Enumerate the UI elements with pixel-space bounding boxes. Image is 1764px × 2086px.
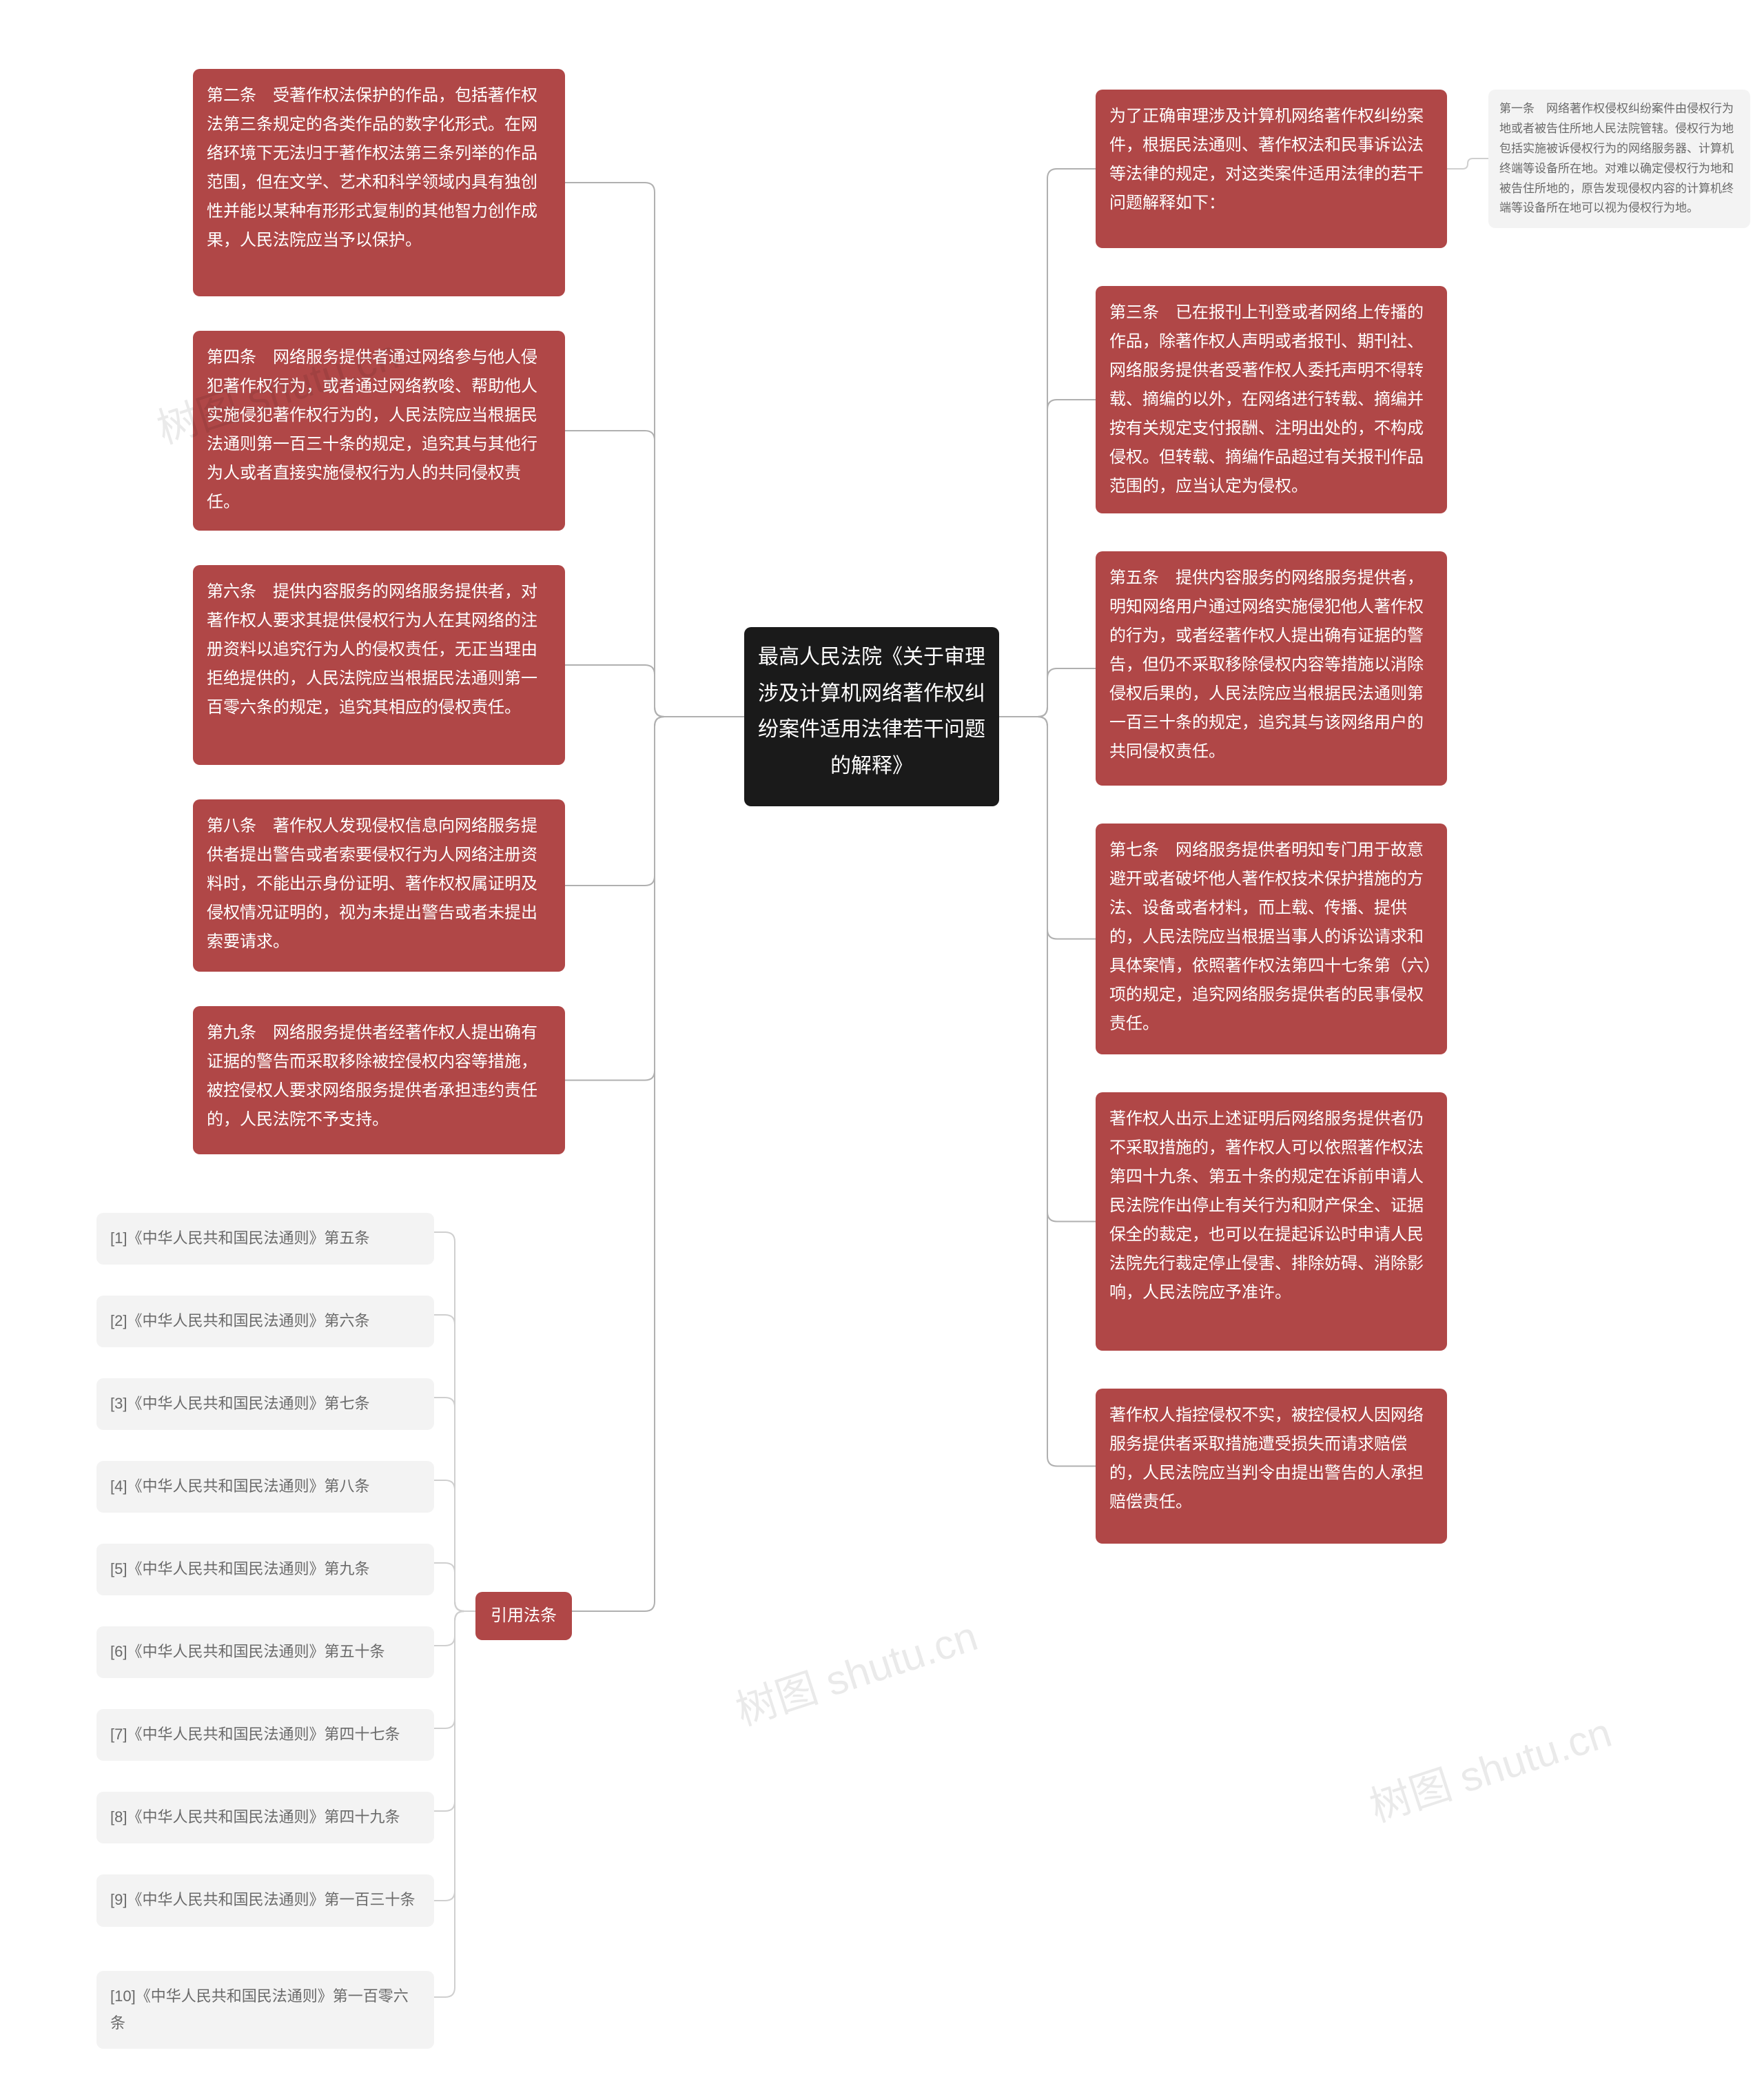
reference-item: [7]《中华人民共和国民法通则》第四十七条 — [96, 1709, 434, 1761]
reference-item: [8]《中华人民共和国民法通则》第四十九条 — [96, 1792, 434, 1843]
reference-item: [10]《中华人民共和国民法通则》第一百零六条 — [96, 1971, 434, 2049]
root-node: 最高人民法院《关于审理涉及计算机网络著作权纠纷案件适用法律若干问题的解释》 — [744, 627, 999, 806]
reference-item: [3]《中华人民共和国民法通则》第七条 — [96, 1378, 434, 1430]
node-text: 著作权人指控侵权不实，被控侵权人因网络服务提供者采取措施遭受损失而请求赔偿的，人… — [1109, 1406, 1424, 1511]
node-text: 第八条 著作权人发现侵权信息向网络服务提供者提出警告或者索要侵权行为人网络注册资… — [207, 817, 537, 951]
node-text: 第三条 已在报刊上刊登或者网络上传播的作品，除著作权人声明或者报刊、期刊社、网络… — [1109, 303, 1424, 495]
node-text: 著作权人出示上述证明后网络服务提供者仍不采取措施的，著作权人可以依照著作权法第四… — [1109, 1110, 1424, 1302]
node-text: 第九条 网络服务提供者经著作权人提出确有证据的警告而采取移除被控侵权内容等措施，… — [207, 1023, 537, 1129]
node-text: [2]《中华人民共和国民法通则》第六条 — [110, 1312, 369, 1329]
right-node-false-claim: 著作权人指控侵权不实，被控侵权人因网络服务提供者采取措施遭受损失而请求赔偿的，人… — [1096, 1389, 1447, 1544]
node-text: [5]《中华人民共和国民法通则》第九条 — [110, 1560, 369, 1577]
right-node-article-7: 第七条 网络服务提供者明知专门用于故意避开或者破坏他人著作权技术保护措施的方法、… — [1096, 824, 1447, 1054]
node-text: [3]《中华人民共和国民法通则》第七条 — [110, 1395, 369, 1412]
node-text: [1]《中华人民共和国民法通则》第五条 — [110, 1229, 369, 1247]
reference-item: [9]《中华人民共和国民法通则》第一百三十条 — [96, 1874, 434, 1927]
right-node-article-3: 第三条 已在报刊上刊登或者网络上传播的作品，除著作权人声明或者报刊、期刊社、网络… — [1096, 286, 1447, 513]
reference-item: [2]《中华人民共和国民法通则》第六条 — [96, 1296, 434, 1347]
node-text: 第一条 网络著作权侵权纠纷案件由侵权行为地或者被告住所地人民法院管辖。侵权行为地… — [1499, 102, 1734, 214]
right-node-article-5: 第五条 提供内容服务的网络服务提供者，明知网络用户通过网络实施侵犯他人著作权的行… — [1096, 551, 1447, 786]
node-text: [10]《中华人民共和国民法通则》第一百零六条 — [110, 1987, 409, 2032]
left-node-article-8: 第八条 著作权人发现侵权信息向网络服务提供者提出警告或者索要侵权行为人网络注册资… — [193, 799, 565, 972]
root-text: 最高人民法院《关于审理涉及计算机网络著作权纠纷案件适用法律若干问题的解释》 — [758, 646, 985, 777]
left-node-article-2: 第二条 受著作权法保护的作品，包括著作权法第三条规定的各类作品的数字化形式。在网… — [193, 69, 565, 296]
node-text: 为了正确审理涉及计算机网络著作权纠纷案件，根据民法通则、著作权法和民事诉讼法等法… — [1109, 107, 1424, 212]
node-text: [7]《中华人民共和国民法通则》第四十七条 — [110, 1726, 400, 1743]
reference-item: [1]《中华人民共和国民法通则》第五条 — [96, 1213, 434, 1265]
references-parent-node: 引用法条 — [475, 1592, 572, 1640]
node-text: [4]《中华人民共和国民法通则》第八条 — [110, 1477, 369, 1495]
right-node-remedy: 著作权人出示上述证明后网络服务提供者仍不采取措施的，著作权人可以依照著作权法第四… — [1096, 1092, 1447, 1351]
reference-item: [6]《中华人民共和国民法通则》第五十条 — [96, 1626, 434, 1678]
reference-item: [5]《中华人民共和国民法通则》第九条 — [96, 1544, 434, 1595]
node-text: [8]《中华人民共和国民法通则》第四十九条 — [110, 1808, 400, 1826]
watermark: 树图 shutu.cn — [1361, 1699, 1618, 1834]
node-text: [9]《中华人民共和国民法通则》第一百三十条 — [110, 1891, 415, 1908]
node-text: 第二条 受著作权法保护的作品，包括著作权法第三条规定的各类作品的数字化形式。在网… — [207, 86, 537, 249]
left-node-article-4: 第四条 网络服务提供者通过网络参与他人侵犯著作权行为，或者通过网络教唆、帮助他人… — [193, 331, 565, 531]
right-node-article-1: 第一条 网络著作权侵权纠纷案件由侵权行为地或者被告住所地人民法院管辖。侵权行为地… — [1488, 90, 1750, 228]
node-text: 第五条 提供内容服务的网络服务提供者，明知网络用户通过网络实施侵犯他人著作权的行… — [1109, 569, 1424, 761]
node-text: 第七条 网络服务提供者明知专门用于故意避开或者破坏他人著作权技术保护措施的方法、… — [1109, 841, 1432, 1033]
node-text: 第六条 提供内容服务的网络服务提供者，对著作权人要求其提供侵权行为人在其网络的注… — [207, 582, 537, 717]
right-node-intro: 为了正确审理涉及计算机网络著作权纠纷案件，根据民法通则、著作权法和民事诉讼法等法… — [1096, 90, 1447, 248]
watermark: 树图 shutu.cn — [727, 1603, 984, 1737]
left-node-article-9: 第九条 网络服务提供者经著作权人提出确有证据的警告而采取移除被控侵权内容等措施，… — [193, 1006, 565, 1154]
node-text: 引用法条 — [491, 1606, 557, 1625]
left-node-article-6: 第六条 提供内容服务的网络服务提供者，对著作权人要求其提供侵权行为人在其网络的注… — [193, 565, 565, 765]
node-text: 第四条 网络服务提供者通过网络参与他人侵犯著作权行为，或者通过网络教唆、帮助他人… — [207, 348, 537, 511]
node-text: [6]《中华人民共和国民法通则》第五十条 — [110, 1643, 384, 1660]
reference-item: [4]《中华人民共和国民法通则》第八条 — [96, 1461, 434, 1513]
mindmap-stage: 最高人民法院《关于审理涉及计算机网络著作权纠纷案件适用法律若干问题的解释》 第二… — [0, 0, 1764, 2086]
